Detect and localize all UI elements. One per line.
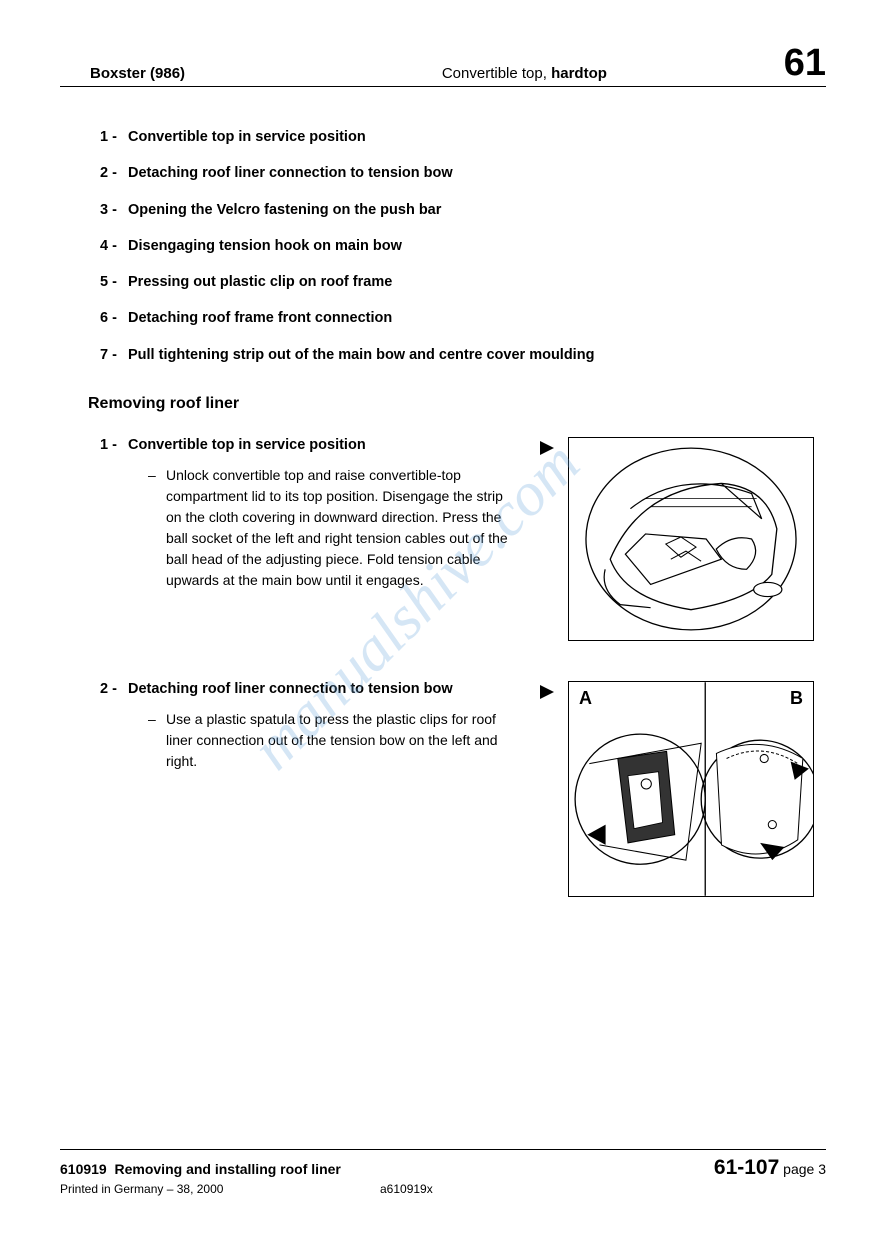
- sub1-body: – Unlock convertible top and raise conve…: [100, 465, 510, 591]
- sub2-head-text: Detaching roof liner connection to tensi…: [128, 681, 453, 697]
- sub1-heading: 1 - Convertible top in service position: [100, 437, 510, 453]
- step-item: 3 -Opening the Velcro fastening on the p…: [100, 200, 826, 220]
- header-section-bold: hardtop: [551, 65, 607, 82]
- footer-page: 61-107 page 3: [714, 1156, 826, 1180]
- header-model: Boxster (986): [60, 65, 185, 82]
- arrow-icon: [540, 685, 554, 699]
- footer-page-ref: 61-107: [714, 1156, 779, 1179]
- footer-title: 610919 Removing and installing roof line…: [60, 1161, 341, 1177]
- subsection-2: 2 - Detaching roof liner connection to t…: [60, 681, 826, 897]
- dash-bullet: –: [148, 709, 166, 772]
- footer-title-text: Removing and installing roof liner: [115, 1161, 341, 1177]
- figure-1: [568, 437, 814, 641]
- step-item: 7 -Pull tightening strip out of the main…: [100, 345, 826, 365]
- step-num: 5 -: [100, 272, 128, 292]
- footer-page-text: page 3: [783, 1161, 826, 1177]
- step-text: Detaching roof frame front connection: [128, 308, 392, 328]
- figure-label-a: A: [579, 688, 592, 709]
- step-num: 7 -: [100, 345, 128, 365]
- page-footer: 610919 Removing and installing roof line…: [60, 1149, 826, 1196]
- header-chapter: 61: [784, 44, 826, 82]
- step-item: 4 -Disengaging tension hook on main bow: [100, 236, 826, 256]
- footer-code: a610919x: [380, 1182, 433, 1196]
- step-item: 5 -Pressing out plastic clip on roof fra…: [100, 272, 826, 292]
- step-text: Convertible top in service position: [128, 127, 366, 147]
- arrow-icon: [540, 441, 554, 455]
- step-text: Opening the Velcro fastening on the push…: [128, 200, 441, 220]
- header-section-text: Convertible top,: [442, 65, 551, 82]
- step-item: 1 -Convertible top in service position: [100, 127, 826, 147]
- step-text: Pull tightening strip out of the main bo…: [128, 345, 594, 365]
- sub1-head-text: Convertible top in service position: [128, 437, 366, 453]
- step-num: 2 -: [100, 163, 128, 183]
- footer-docnum: 610919: [60, 1161, 107, 1177]
- sub2-heading: 2 - Detaching roof liner connection to t…: [100, 681, 510, 697]
- step-item: 6 -Detaching roof frame front connection: [100, 308, 826, 328]
- subsection-1: 1 - Convertible top in service position …: [60, 437, 826, 641]
- step-text: Disengaging tension hook on main bow: [128, 236, 402, 256]
- dash-bullet: –: [148, 465, 166, 591]
- step-num: 3 -: [100, 200, 128, 220]
- figure-label-b: B: [790, 688, 803, 709]
- sub1-body-text: Unlock convertible top and raise convert…: [166, 465, 510, 591]
- sub2-num: 2 -: [100, 681, 128, 697]
- step-num: 1 -: [100, 127, 128, 147]
- step-num: 6 -: [100, 308, 128, 328]
- step-list: 1 -Convertible top in service position 2…: [60, 127, 826, 365]
- header-section: Convertible top, hardtop: [185, 65, 784, 82]
- footer-printed: Printed in Germany – 38, 2000: [60, 1182, 380, 1196]
- step-num: 4 -: [100, 236, 128, 256]
- step-item: 2 -Detaching roof liner connection to te…: [100, 163, 826, 183]
- step-text: Pressing out plastic clip on roof frame: [128, 272, 392, 292]
- step-text: Detaching roof liner connection to tensi…: [128, 163, 453, 183]
- sub1-num: 1 -: [100, 437, 128, 453]
- figure-2: A B: [568, 681, 814, 897]
- page-header: Boxster (986) Convertible top, hardtop 6…: [60, 44, 826, 87]
- sub2-body-text: Use a plastic spatula to press the plast…: [166, 709, 510, 772]
- sub2-body: – Use a plastic spatula to press the pla…: [100, 709, 510, 772]
- section-title: Removing roof liner: [60, 395, 826, 413]
